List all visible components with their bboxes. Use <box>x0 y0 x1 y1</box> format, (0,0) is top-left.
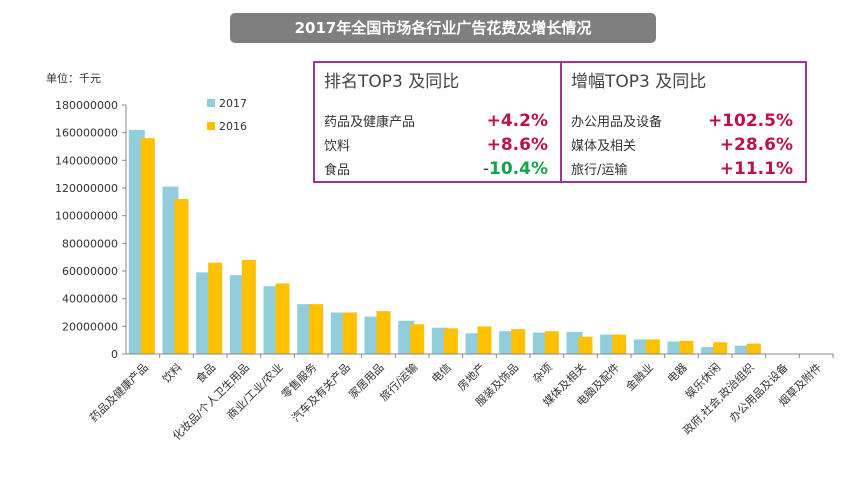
growth-row-name: 旅行/运输 <box>571 163 628 178</box>
category-label: 房地产 <box>454 360 487 393</box>
category-label: 饮料 <box>159 360 184 385</box>
category-label: 食品 <box>193 360 218 385</box>
legend-swatch-2016 <box>207 122 215 130</box>
top3-rank-panel: 排名TOP3 及同比 药品及健康产品 +4.2% 饮料 +8.6% 食品 -10… <box>313 61 562 183</box>
bar-2016 <box>679 340 694 354</box>
growth-row-value: +11.1% <box>719 159 793 179</box>
category-label: 电信 <box>429 361 454 386</box>
y-tick-label: 180000000 <box>55 99 118 112</box>
bar-2016 <box>477 326 492 354</box>
bar-2016 <box>645 339 660 354</box>
growth-row-name: 办公用品及设备 <box>571 115 663 130</box>
top3-growth-title: 增幅TOP3 及同比 <box>571 72 707 92</box>
rank-row-sign: - <box>482 159 490 179</box>
legend-swatch-2017 <box>207 99 215 107</box>
y-tick-label: 60000000 <box>62 265 118 278</box>
legend-label-2017: 2017 <box>219 97 247 110</box>
rank-row-number: 10.4% <box>489 159 548 179</box>
unit-label: 单位：千元 <box>46 72 101 85</box>
bar-2016 <box>208 262 223 354</box>
bar-2016 <box>578 336 593 354</box>
rank-row: 食品 -10.4% <box>324 159 548 183</box>
y-tick-label: 80000000 <box>62 237 118 250</box>
y-tick-label: 40000000 <box>62 293 118 306</box>
category-label: 电器 <box>665 361 690 386</box>
top3-growth-panel: 增幅TOP3 及同比 办公用品及设备 +102.5% 媒体及相关 +28.6% … <box>560 61 807 183</box>
rank-row-value: +4.2% <box>486 111 548 131</box>
rank-row: 饮料 +8.6% <box>324 135 548 159</box>
y-tick-label: 120000000 <box>55 182 118 195</box>
growth-row-name: 媒体及相关 <box>571 139 637 154</box>
bar-2016 <box>511 329 526 354</box>
growth-row: 旅行/运输 +11.1% <box>571 159 793 183</box>
rank-row-value: +8.6% <box>486 135 548 155</box>
category-label: 金融业 <box>623 360 656 393</box>
legend-label-2016: 2016 <box>219 120 247 133</box>
bar-2016 <box>140 138 155 354</box>
growth-row: 办公用品及设备 +102.5% <box>571 111 793 135</box>
rank-row-name: 饮料 <box>324 139 351 154</box>
bar-2016 <box>443 328 458 354</box>
category-label: 汽车及有关产品 <box>289 360 353 424</box>
rank-row-value: -10.4% <box>483 159 548 179</box>
category-label: 办公用品及设备 <box>726 360 790 424</box>
chart-title: 2017年全国市场各行业广告花费及增长情况 <box>230 13 656 43</box>
rank-row-name: 食品 <box>324 163 351 178</box>
bar-2017 <box>499 331 516 354</box>
rank-row-name: 药品及健康产品 <box>324 115 416 130</box>
category-label: 药品及健康产品 <box>87 360 151 424</box>
bar-2016 <box>612 334 627 354</box>
bar-2016 <box>174 199 189 354</box>
growth-row-value: +28.6% <box>719 135 793 155</box>
bar-2017 <box>734 345 751 354</box>
bar-2016 <box>746 343 761 354</box>
bar-2016 <box>376 311 391 354</box>
growth-row: 媒体及相关 +28.6% <box>571 135 793 159</box>
bar-2016 <box>241 259 256 354</box>
y-tick-label: 100000000 <box>55 210 118 223</box>
bar-2017 <box>701 347 718 354</box>
growth-row-value: +102.5% <box>707 111 793 131</box>
y-tick-label: 0 <box>111 348 118 361</box>
bar-2016 <box>713 342 728 354</box>
category-label: 杂项 <box>530 361 555 386</box>
rank-row: 药品及健康产品 +4.2% <box>324 111 548 135</box>
bar-2016 <box>544 331 559 354</box>
y-tick-label: 20000000 <box>62 320 118 333</box>
bar-2016 <box>309 304 324 354</box>
bar-2016 <box>275 283 290 354</box>
y-tick-label: 140000000 <box>55 154 118 167</box>
y-tick-label: 160000000 <box>55 127 118 140</box>
bar-2016 <box>410 324 425 354</box>
bar-2016 <box>342 312 357 354</box>
top3-rank-title: 排名TOP3 及同比 <box>324 72 460 92</box>
